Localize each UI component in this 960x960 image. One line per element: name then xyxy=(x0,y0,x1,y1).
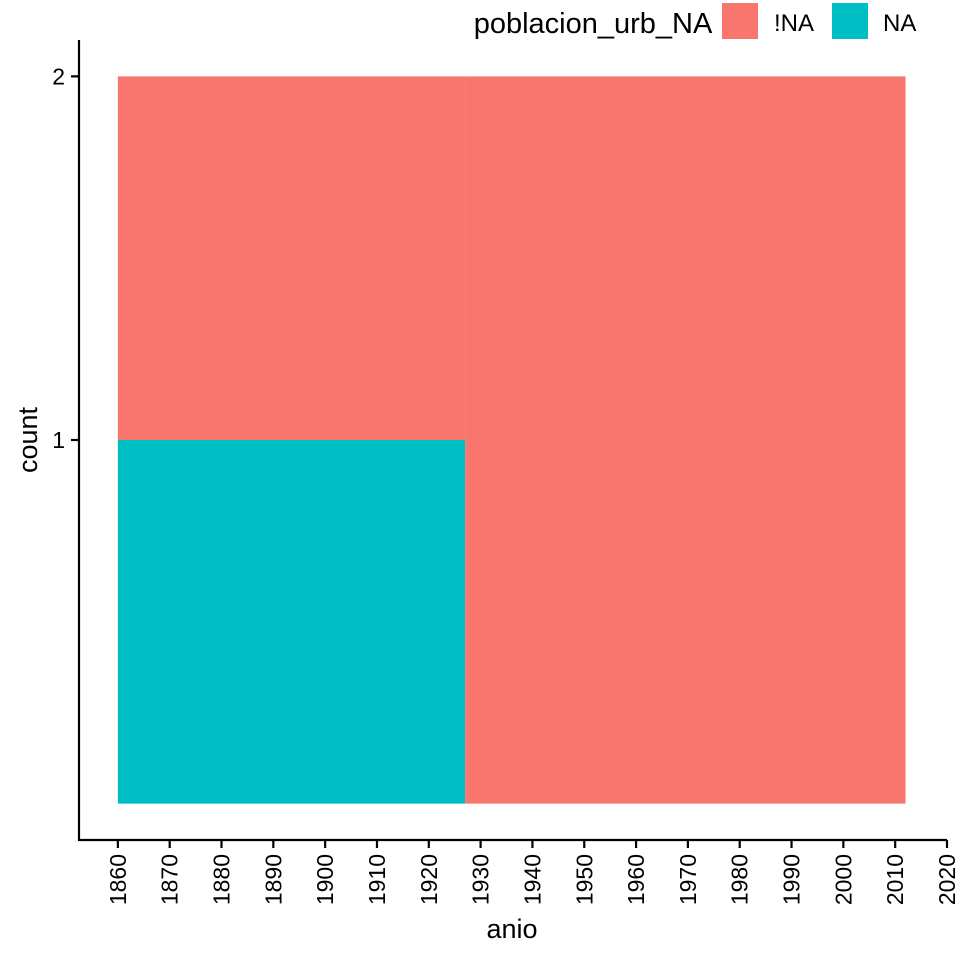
x-tick-label: 1940 xyxy=(519,854,545,905)
x-tick-label: 1880 xyxy=(209,854,235,905)
y-ticks: 12 xyxy=(52,63,79,453)
x-tick-label: 1930 xyxy=(468,854,494,905)
x-tick-label: 1950 xyxy=(571,854,597,905)
x-tick-label: 1960 xyxy=(623,854,649,905)
y-axis-title: count xyxy=(13,406,43,473)
x-tick-label: 1900 xyxy=(312,854,338,905)
legend-key-na xyxy=(832,3,868,39)
area-segment-notna-2 xyxy=(465,76,906,804)
x-tick-label: 1860 xyxy=(105,854,131,905)
legend-label-notna: !NA xyxy=(774,10,814,37)
y-tick-label: 1 xyxy=(52,427,65,453)
area-segment-na-1 xyxy=(117,440,466,804)
legend-key-notna xyxy=(722,3,758,39)
x-tick-label: 1990 xyxy=(779,854,805,905)
x-tick-label: 2020 xyxy=(934,854,960,905)
plot-marks xyxy=(117,76,906,804)
x-tick-label: 1910 xyxy=(364,854,390,905)
x-tick-label: 1890 xyxy=(260,854,286,905)
x-tick-label: 1980 xyxy=(727,854,753,905)
legend: poblacion_urb_NA !NA NA xyxy=(474,3,916,40)
x-ticks: 1860 1870 1880 1890 1900 1910 1920 1930 1940 1950… xyxy=(105,840,960,905)
legend-title: poblacion_urb_NA xyxy=(474,8,713,40)
x-tick-label: 1920 xyxy=(416,854,442,905)
x-tick-label: 1970 xyxy=(675,854,701,905)
y-tick-label: 2 xyxy=(52,63,65,89)
x-tick-label: 2000 xyxy=(830,854,856,905)
x-tick-label: 1870 xyxy=(157,854,183,905)
x-tick-label: 2010 xyxy=(882,854,908,905)
area-segment-notna-0 xyxy=(117,76,466,440)
legend-label-na: NA xyxy=(883,10,916,37)
x-axis-title: anio xyxy=(486,914,537,944)
